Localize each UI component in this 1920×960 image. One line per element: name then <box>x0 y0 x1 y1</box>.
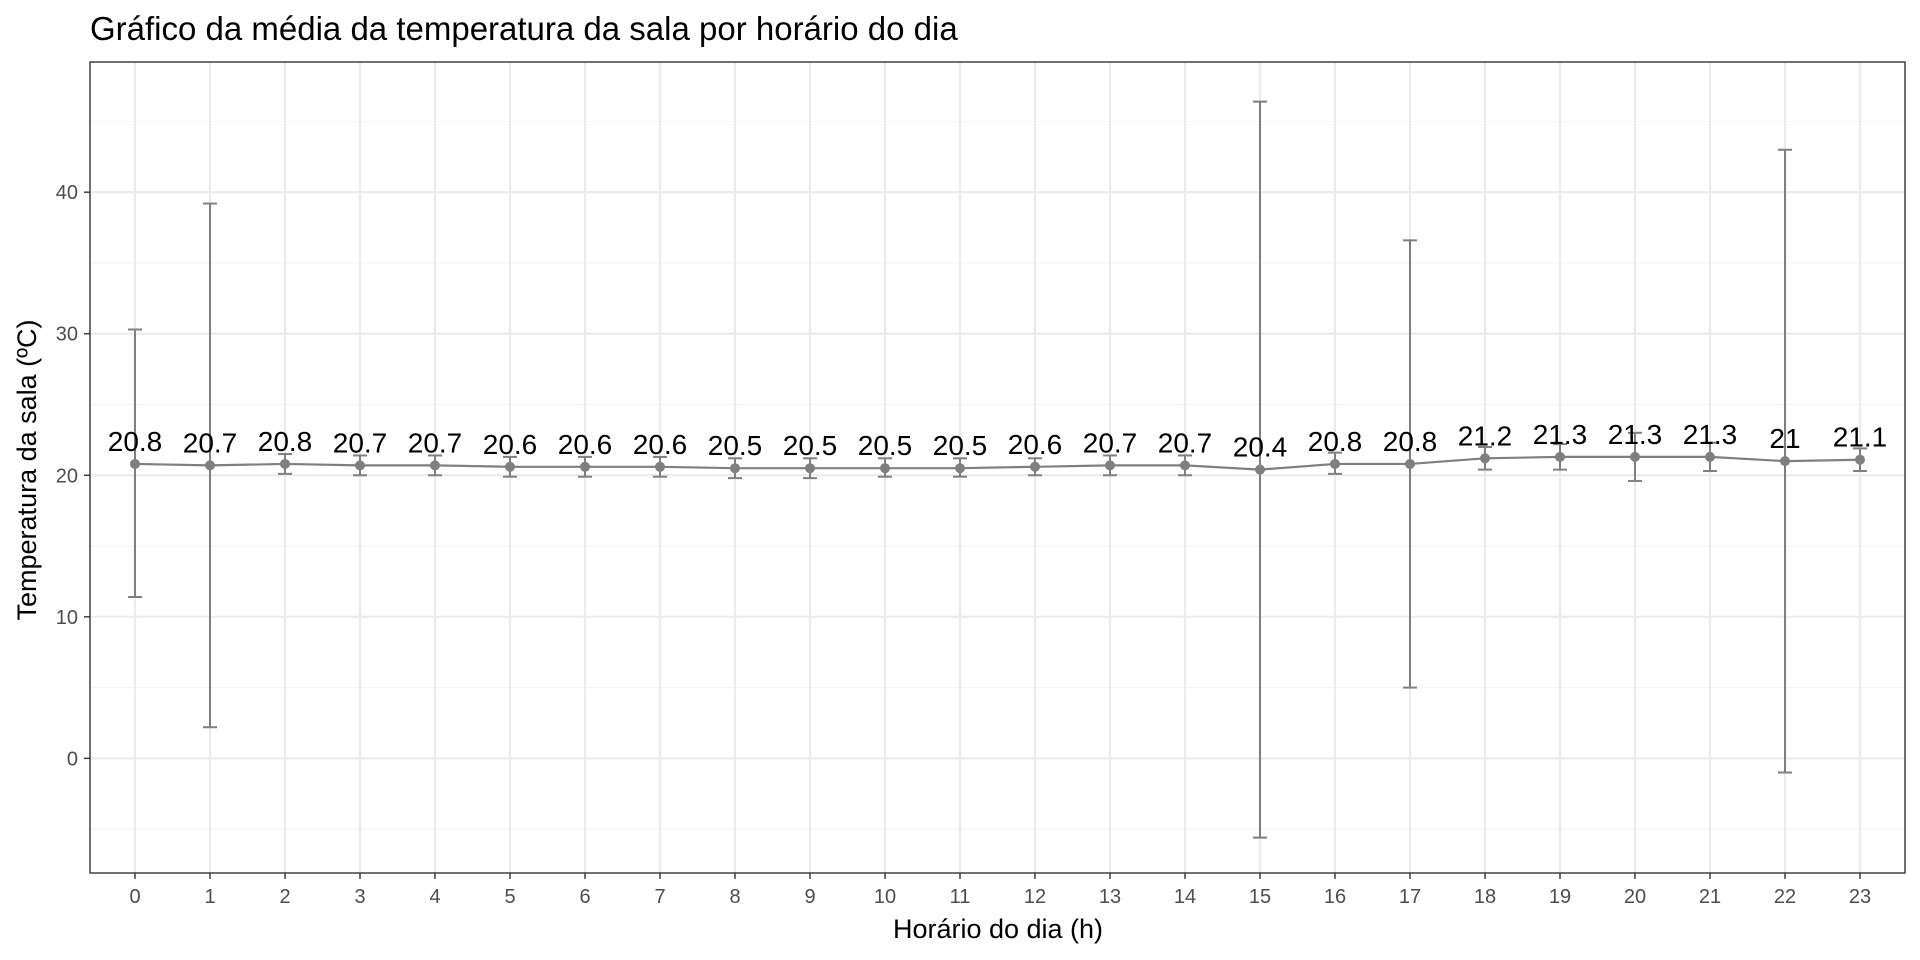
y-tick-label: 0 <box>67 748 78 770</box>
data-label: 20.7 <box>1083 427 1138 458</box>
x-tick-label: 10 <box>874 886 896 908</box>
data-points <box>130 451 1865 475</box>
x-tick-label: 20 <box>1624 886 1646 908</box>
y-tick-label: 10 <box>56 607 78 629</box>
x-tick-label: 5 <box>504 886 515 908</box>
data-point <box>730 463 740 474</box>
data-point <box>1405 458 1415 469</box>
x-tick-label: 1 <box>204 886 215 908</box>
x-tick-label: 3 <box>354 886 365 908</box>
data-label: 20.7 <box>1158 427 1213 458</box>
x-tick-label: 16 <box>1324 886 1346 908</box>
x-axis-title: Horário do dia (h) <box>893 914 1103 944</box>
data-label: 20.5 <box>783 430 838 461</box>
data-point <box>955 463 965 474</box>
data-label: 20.5 <box>708 430 763 461</box>
x-tick-label: 23 <box>1849 886 1871 908</box>
data-label: 20.8 <box>108 426 163 457</box>
data-label: 21.3 <box>1608 419 1663 450</box>
data-point <box>1855 454 1865 465</box>
x-tick-label: 21 <box>1699 886 1721 908</box>
y-tick-label: 30 <box>56 324 78 346</box>
data-label: 20.7 <box>183 427 238 458</box>
x-tick-label: 14 <box>1174 886 1196 908</box>
data-point <box>430 460 440 471</box>
data-point <box>1255 464 1265 475</box>
data-point <box>580 461 590 472</box>
data-point <box>1480 453 1490 464</box>
x-tick-label: 11 <box>950 886 971 908</box>
data-point <box>130 458 140 469</box>
x-tick-label: 0 <box>129 886 140 908</box>
data-point <box>505 461 515 472</box>
x-tick-label: 7 <box>654 886 665 908</box>
data-point <box>1630 451 1640 462</box>
data-point <box>1105 460 1115 471</box>
x-tick-label: 17 <box>1399 886 1421 908</box>
data-label: 20.5 <box>933 430 988 461</box>
data-point <box>1705 451 1715 462</box>
data-label: 21.3 <box>1683 419 1738 450</box>
data-label: 20.6 <box>633 429 688 460</box>
data-label: 21.2 <box>1458 420 1513 451</box>
panel-border <box>89 61 1906 874</box>
data-point <box>1030 461 1040 472</box>
data-label: 20.6 <box>483 429 538 460</box>
data-label: 20.8 <box>258 426 313 457</box>
data-point <box>280 458 290 469</box>
data-label: 20.8 <box>1308 426 1363 457</box>
x-tick-label: 15 <box>1249 886 1271 908</box>
data-point <box>1555 451 1565 462</box>
y-axis-title: Temperatura da sala (ºC) <box>12 320 42 621</box>
data-label: 20.6 <box>558 429 613 460</box>
data-point <box>655 461 665 472</box>
data-label: 20.7 <box>333 427 388 458</box>
chart-title: Gráfico da média da temperatura da sala … <box>90 10 958 47</box>
x-tick-label: 12 <box>1024 886 1046 908</box>
data-point <box>1780 456 1790 467</box>
y-axis: 0 10 20 30 40 <box>56 182 90 770</box>
x-tick-label: 6 <box>579 886 590 908</box>
series-line-group <box>134 455 1861 471</box>
data-label: 21.3 <box>1533 419 1588 450</box>
data-label: 21.1 <box>1833 422 1888 453</box>
data-label: 20.7 <box>408 427 463 458</box>
x-tick-label: 9 <box>804 886 815 908</box>
data-label: 20.4 <box>1233 432 1288 463</box>
x-tick-label: 22 <box>1774 886 1796 908</box>
error-bars <box>128 100 1867 839</box>
x-tick-label: 2 <box>279 886 290 908</box>
data-point <box>1330 458 1340 469</box>
x-tick-label: 8 <box>729 886 740 908</box>
data-label: 21 <box>1769 423 1800 454</box>
x-tick-label: 13 <box>1099 886 1121 908</box>
data-label: 20.8 <box>1383 426 1438 457</box>
data-point <box>1180 460 1190 471</box>
data-point <box>355 460 365 471</box>
data-label: 20.6 <box>1008 429 1063 460</box>
data-point <box>805 463 815 474</box>
data-label: 20.5 <box>858 430 913 461</box>
data-point <box>205 460 215 471</box>
x-tick-label: 18 <box>1474 886 1496 908</box>
y-tick-label: 20 <box>56 465 78 487</box>
series-line <box>134 455 1861 471</box>
x-axis: 0 1 2 3 4 5 6 7 8 9 10 11 12 13 14 15 16 17 18 19 20 21 22 23 <box>129 873 1871 908</box>
x-tick-label: 19 <box>1549 886 1571 908</box>
data-labels: 20.8 20.7 20.8 20.7 20.7 20.6 20.6 20.6 20.5 20.5… <box>108 419 1888 463</box>
x-tick-label: 4 <box>429 886 440 908</box>
data-point <box>880 463 890 474</box>
y-tick-label: 40 <box>56 182 78 204</box>
